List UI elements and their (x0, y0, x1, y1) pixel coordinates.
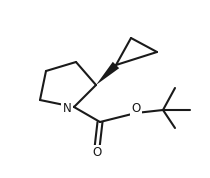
Text: N: N (63, 101, 71, 114)
Polygon shape (96, 62, 119, 85)
Text: O: O (131, 101, 141, 114)
Text: O: O (92, 146, 102, 159)
